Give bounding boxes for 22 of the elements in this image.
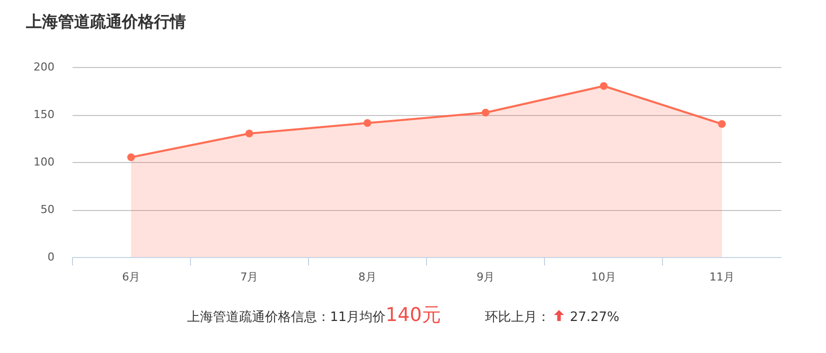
y-tick-label: 150 bbox=[34, 108, 54, 121]
y-tick-label: 0 bbox=[48, 250, 54, 264]
x-tick-label: 6月 bbox=[122, 270, 140, 284]
text: 27.27% bbox=[570, 310, 620, 325]
y-tick-label: 200 bbox=[34, 60, 54, 74]
text: 上海管道疏通价格信息：11月均价 bbox=[187, 309, 386, 326]
y-tick-label: 50 bbox=[40, 203, 54, 216]
point bbox=[127, 153, 135, 162]
point bbox=[600, 82, 608, 90]
x-tick-label: 9月 bbox=[476, 270, 495, 284]
x-tick-label: 10月 bbox=[591, 270, 616, 284]
x-tick-label: 11月 bbox=[709, 270, 734, 284]
y-tick-label: 100 bbox=[34, 156, 54, 168]
point bbox=[482, 108, 490, 116]
text: 140元 bbox=[386, 303, 441, 328]
point bbox=[718, 120, 726, 128]
text: 环比上月： bbox=[484, 309, 550, 326]
chart-title: 上海管道疏通价格行情 bbox=[25, 12, 186, 31]
x-tick-label: 8月 bbox=[358, 270, 376, 284]
point bbox=[364, 119, 372, 127]
x-tick-label: 7月 bbox=[240, 270, 258, 284]
point bbox=[245, 130, 254, 138]
